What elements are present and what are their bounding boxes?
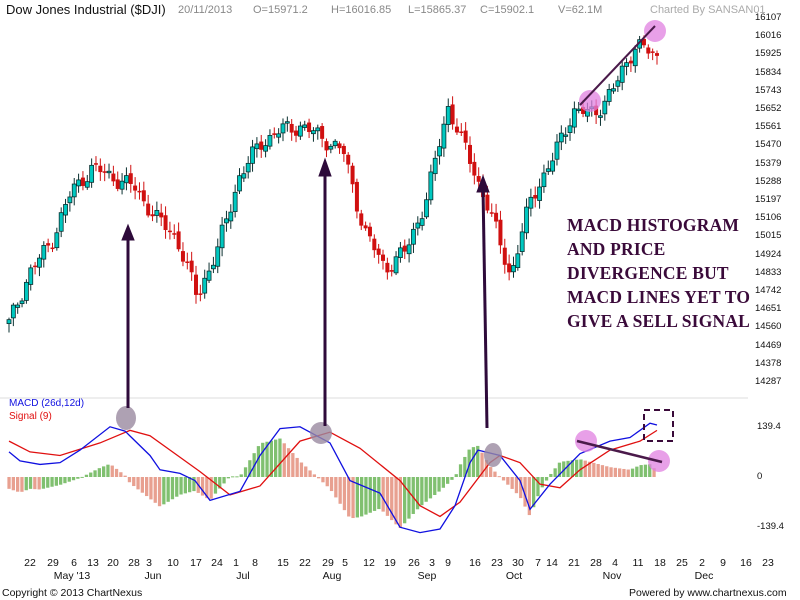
date-tick: 13 — [87, 557, 99, 569]
date-tick: 16 — [469, 557, 481, 569]
volume-value: V=62.1M — [558, 4, 603, 16]
date-tick: 19 — [384, 557, 396, 569]
price-peak-highlight-1 — [579, 90, 601, 112]
price-tick: 15288 — [755, 175, 782, 187]
no-signal-box — [643, 409, 674, 442]
date-tick: 25 — [676, 557, 688, 569]
signal-legend: Signal (9) — [9, 411, 52, 422]
price-tick: 14742 — [755, 285, 782, 296]
date-tick: 28 — [128, 557, 140, 569]
macd-axis-zero: 0 — [757, 471, 763, 482]
price-tick: 15106 — [755, 212, 782, 224]
date-tick: 15 — [277, 557, 289, 569]
price-tick: 16107 — [755, 12, 782, 23]
date-tick: 22 — [24, 557, 36, 569]
date-tick: 3 — [146, 557, 152, 569]
date-tick: 22 — [299, 557, 311, 569]
signal-line — [8, 429, 658, 518]
macd-axis-top: 139.4 — [757, 421, 781, 432]
month-label: Jun — [144, 570, 162, 582]
low-value: L=15865.37 — [408, 4, 467, 16]
date-tick: 1 — [233, 557, 239, 569]
date-tick: 30 — [512, 557, 524, 569]
date-tick: 24 — [211, 557, 223, 569]
date-value: 20/11/2013 — [178, 4, 233, 16]
macd-axis-bottom: -139.4 — [757, 521, 784, 532]
price-tick: 14651 — [755, 303, 782, 315]
macd-histogram — [7, 438, 656, 528]
month-label: Nov — [602, 570, 622, 582]
price-tick: 14469 — [755, 339, 782, 351]
open-value: O=15971.2 — [253, 4, 308, 16]
month-label: Dec — [694, 570, 714, 582]
price-tick: 16016 — [755, 30, 782, 42]
price-tick: 15015 — [755, 230, 782, 242]
date-tick: 2 — [699, 557, 705, 569]
date-tick: 23 — [762, 557, 774, 569]
date-tick: 7 — [535, 557, 541, 569]
price-candles — [6, 35, 659, 333]
crossover-highlight-3 — [484, 443, 502, 467]
price-tick: 15561 — [755, 121, 782, 133]
date-tick: 20 — [107, 557, 119, 569]
crossover-highlight-1 — [116, 406, 136, 430]
date-tick: 8 — [252, 557, 258, 569]
price-tick: 14287 — [755, 376, 782, 387]
price-tick: 14378 — [755, 357, 782, 369]
date-tick: 17 — [190, 557, 202, 569]
price-tick: 15197 — [755, 194, 782, 205]
date-tick: 4 — [612, 557, 618, 569]
hist-peak-highlight-1 — [575, 430, 597, 452]
month-label: Jul — [236, 570, 250, 582]
date-tick: 26 — [408, 557, 420, 569]
macd-line — [8, 422, 658, 534]
price-tick: 15834 — [755, 66, 782, 78]
date-tick: 28 — [590, 557, 602, 569]
date-tick: 10 — [167, 557, 179, 569]
date-tick: 11 — [632, 557, 644, 569]
price-tick: 14924 — [755, 248, 782, 260]
date-tick: 9 — [720, 557, 726, 569]
date-tick: 18 — [654, 557, 666, 569]
date-tick: 21 — [568, 557, 580, 569]
high-value: H=16016.85 — [331, 4, 392, 16]
charted-by: Charted By SANSAN01 — [650, 4, 766, 16]
date-tick: 14 — [546, 557, 558, 569]
date-tick: 29 — [47, 557, 59, 569]
price-tick: 15925 — [755, 48, 782, 60]
date-tick: 29 — [322, 557, 334, 569]
price-tick: 15652 — [755, 103, 782, 114]
powered-by[interactable]: Powered by www.chartnexus.com — [629, 587, 787, 599]
date-tick: 16 — [740, 557, 752, 569]
date-tick: 12 — [363, 557, 375, 569]
macd-legend: MACD (26d,12d) — [9, 398, 85, 409]
date-tick: 6 — [71, 557, 77, 569]
price-tick: 14833 — [755, 266, 782, 278]
crossover-highlight-2 — [310, 422, 332, 444]
close-value: C=15902.1 — [480, 4, 535, 16]
price-tick: 14560 — [755, 321, 782, 333]
month-label: Oct — [505, 570, 523, 582]
divergence-arrows — [121, 157, 490, 429]
date-tick: 5 — [342, 557, 348, 569]
annotation-text: MACD HISTOGRAM AND PRICE DIVERGENCE BUT … — [567, 215, 751, 331]
price-tick: 15470 — [755, 139, 782, 151]
chart-title: Dow Jones Industrial ($DJI) — [6, 2, 166, 17]
date-tick: 23 — [491, 557, 503, 569]
histogram-trendline — [576, 439, 663, 464]
month-label: Aug — [322, 570, 342, 582]
copyright: Copyright © 2013 ChartNexus — [2, 587, 143, 599]
date-tick: 9 — [445, 557, 451, 569]
price-peak-highlight-2 — [644, 20, 666, 42]
price-tick: 15743 — [755, 84, 782, 96]
month-label: Sep — [417, 570, 437, 582]
price-trendline — [579, 25, 656, 106]
date-tick: 3 — [429, 557, 435, 569]
price-tick: 15379 — [755, 157, 782, 169]
month-label: May '13 — [53, 570, 91, 582]
